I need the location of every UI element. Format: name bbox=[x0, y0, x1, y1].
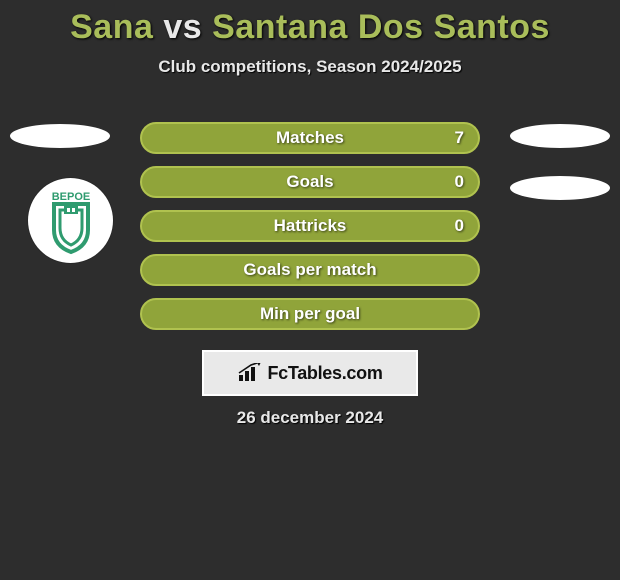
title-player2: Santana Dos Santos bbox=[212, 8, 550, 46]
title-vs: vs bbox=[163, 8, 202, 46]
brand-text: FcTables.com bbox=[267, 363, 382, 384]
stats-list: Matches 7 Goals 0 Hattricks 0 Goals per match M… bbox=[140, 122, 480, 342]
stat-label: Goals bbox=[286, 172, 333, 192]
stat-bar: Goals 0 bbox=[140, 166, 480, 198]
stat-label: Min per goal bbox=[260, 304, 360, 324]
subtitle: Club competitions, Season 2024/2025 bbox=[0, 57, 620, 77]
right-badge-placeholder-2 bbox=[510, 176, 610, 200]
club-badge-icon: BEPOE bbox=[36, 186, 106, 256]
stat-value: 7 bbox=[455, 128, 464, 148]
title-player1: Sana bbox=[70, 8, 153, 46]
stat-bar: Min per goal bbox=[140, 298, 480, 330]
stat-value: 0 bbox=[455, 172, 464, 192]
footer-date: 26 december 2024 bbox=[0, 408, 620, 428]
page-title: Sana vs Santana Dos Santos bbox=[0, 0, 620, 47]
right-badge-placeholder-1 bbox=[510, 124, 610, 148]
stat-bar: Goals per match bbox=[140, 254, 480, 286]
brand-chart-icon bbox=[237, 363, 263, 383]
page-root: Sana vs Santana Dos Santos Club competit… bbox=[0, 0, 620, 580]
stat-label: Goals per match bbox=[243, 260, 376, 280]
club-badge: BEPOE bbox=[28, 178, 113, 263]
stat-label: Hattricks bbox=[274, 216, 347, 236]
stat-value: 0 bbox=[455, 216, 464, 236]
stat-label: Matches bbox=[276, 128, 344, 148]
stat-bar: Matches 7 bbox=[140, 122, 480, 154]
brand: FcTables.com bbox=[237, 363, 382, 384]
badge-text: BEPOE bbox=[51, 191, 90, 203]
brand-box: FcTables.com bbox=[202, 350, 418, 396]
stat-bar: Hattricks 0 bbox=[140, 210, 480, 242]
left-badge-placeholder-1 bbox=[10, 124, 110, 148]
